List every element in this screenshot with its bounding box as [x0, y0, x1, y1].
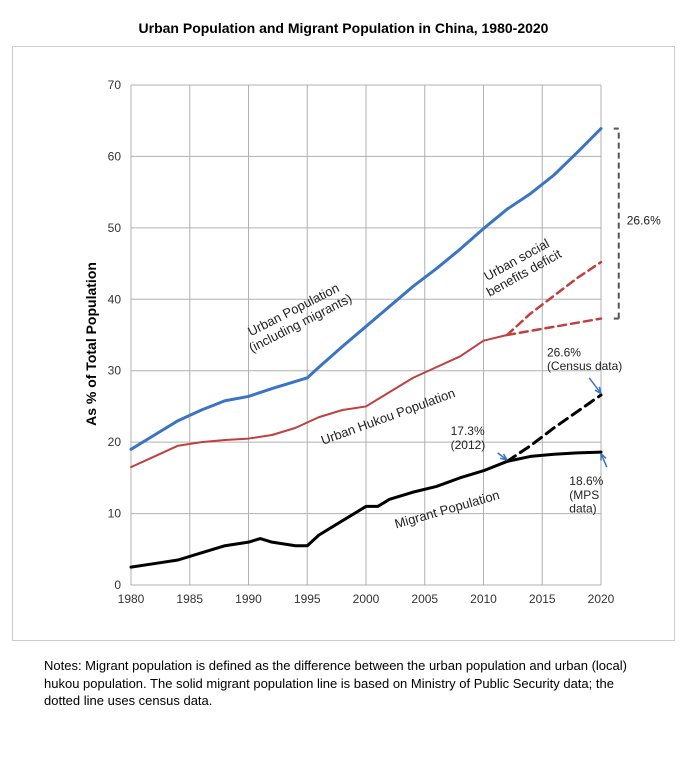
svg-text:17.3%(2012): 17.3%(2012): [451, 424, 486, 452]
chart-svg: 0 10 20 30 40 50 60 70 1980 1985 1990 1995 2000 2005 2…: [21, 55, 661, 625]
chart-container: As % of Total Population 010203040506070…: [12, 46, 675, 641]
svg-text:60: 60: [108, 149, 122, 163]
svg-text:10: 10: [108, 507, 122, 521]
svg-text:50: 50: [108, 221, 122, 235]
svg-text:Urban Hukou Population: Urban Hukou Population: [319, 385, 457, 448]
svg-text:26.6%: 26.6%: [627, 213, 661, 227]
svg-text:2005: 2005: [411, 592, 438, 606]
svg-text:1990: 1990: [235, 592, 262, 606]
svg-text:1985: 1985: [176, 592, 203, 606]
svg-text:Urban Population(including mig: Urban Population(including migrants): [240, 277, 355, 355]
svg-text:Urban socialbenefits deficit: Urban socialbenefits deficit: [477, 233, 565, 300]
chart-notes: Notes: Migrant population is defined as …: [0, 641, 687, 710]
svg-text:2000: 2000: [353, 592, 380, 606]
svg-text:2020: 2020: [588, 592, 615, 606]
svg-text:1980: 1980: [118, 592, 145, 606]
chart-plot-area: 0 10 20 30 40 50 60 70 1980 1985 1990 1995 2000 2005 2…: [21, 55, 640, 632]
svg-text:20: 20: [108, 435, 122, 449]
svg-text:30: 30: [108, 364, 122, 378]
svg-text:26.6%(Census data): 26.6%(Census data): [547, 345, 622, 373]
svg-text:1995: 1995: [294, 592, 321, 606]
svg-text:2010: 2010: [470, 592, 497, 606]
svg-text:40: 40: [108, 292, 122, 306]
svg-text:18.6%(MPSdata): 18.6%(MPSdata): [569, 474, 603, 516]
chart-title: Urban Population and Migrant Population …: [0, 0, 687, 46]
svg-text:0: 0: [114, 578, 121, 592]
svg-text:2015: 2015: [529, 592, 556, 606]
svg-text:70: 70: [108, 78, 122, 92]
